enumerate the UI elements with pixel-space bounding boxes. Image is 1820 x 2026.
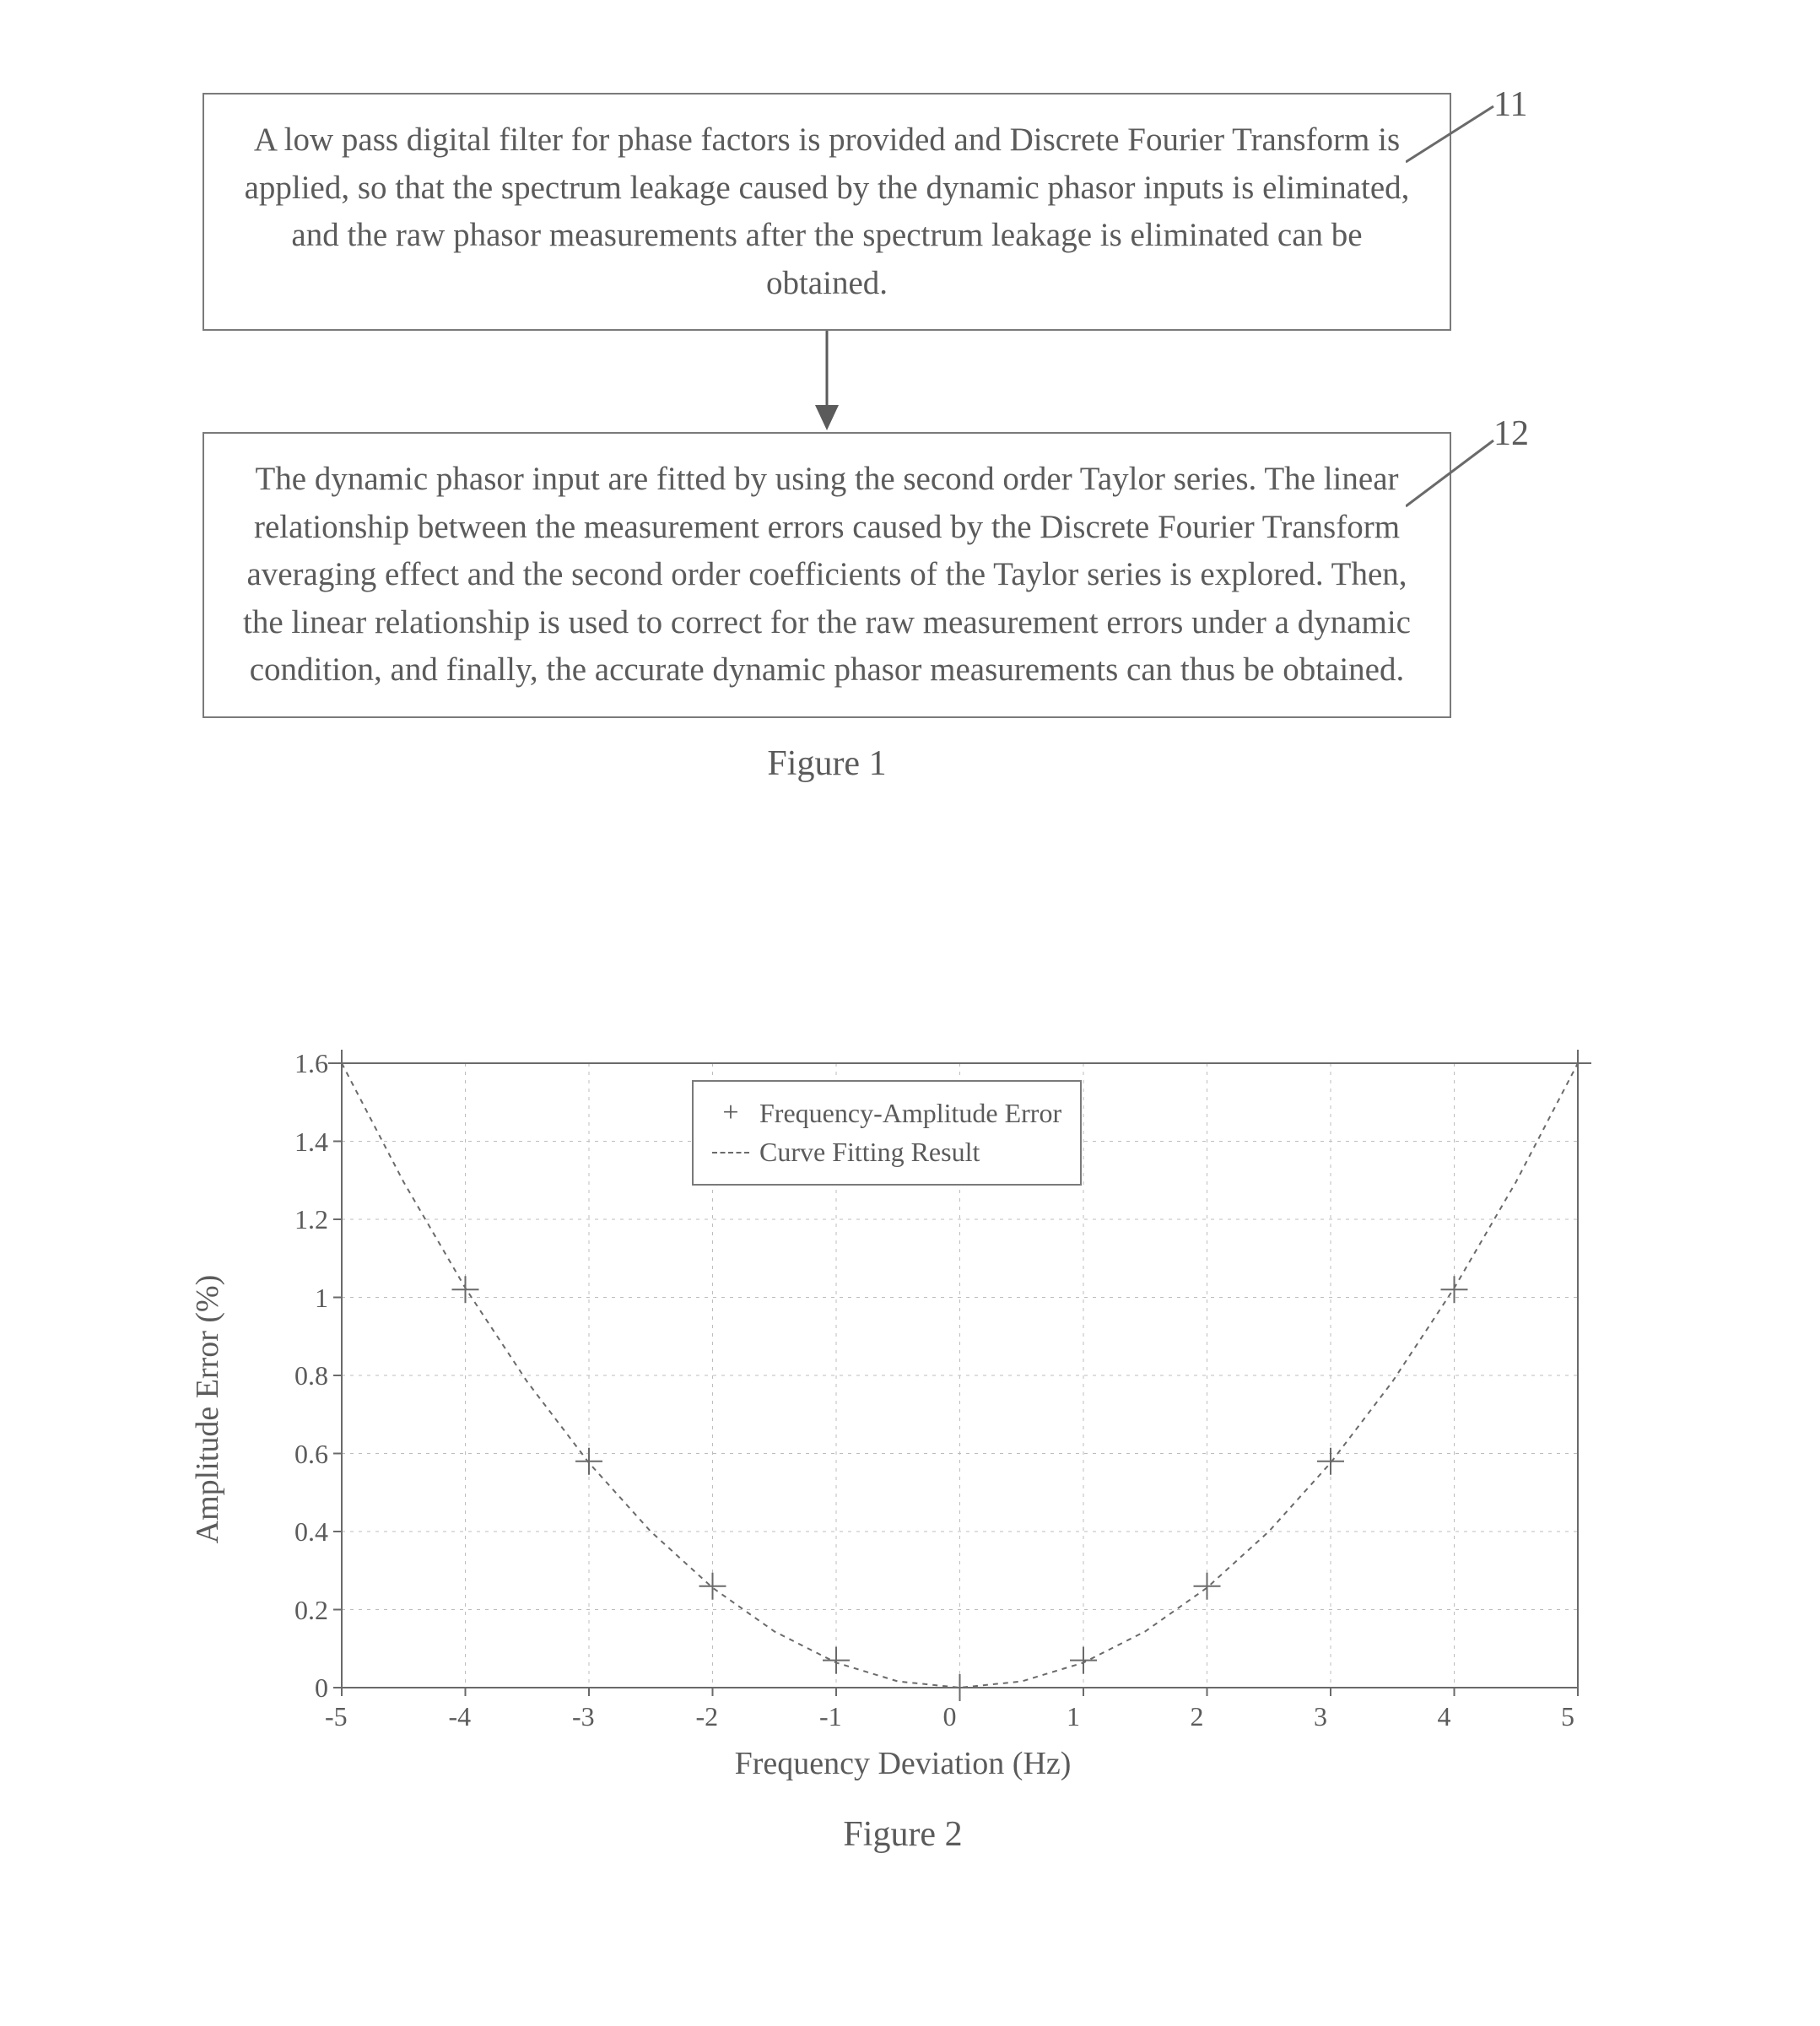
- flowchart-box-2-text: The dynamic phasor input are fitted by u…: [243, 461, 1411, 688]
- flowchart-arrow: [203, 331, 1451, 432]
- legend-label: Frequency-Amplitude Error: [759, 1094, 1061, 1132]
- xtick-label: -5: [325, 1701, 348, 1732]
- figure-2-caption: Figure 2: [169, 1814, 1637, 1855]
- chart-ylabel: Amplitude Error (%): [189, 1275, 226, 1544]
- xtick-label: 1: [1067, 1701, 1080, 1732]
- chart-xlabel: Frequency Deviation (Hz): [735, 1745, 1072, 1782]
- figure-1: A low pass digital filter for phase fact…: [203, 93, 1451, 784]
- legend-item: Curve Fitting Result: [712, 1132, 1061, 1171]
- ytick-label: 0: [315, 1672, 328, 1704]
- xtick-label: 3: [1314, 1701, 1327, 1732]
- plus-icon: +: [712, 1099, 749, 1127]
- xtick-label: -3: [572, 1701, 595, 1732]
- xtick-label: 2: [1191, 1701, 1204, 1732]
- callout-11: 11: [1493, 84, 1527, 125]
- ytick-label: 1.6: [294, 1048, 328, 1079]
- xtick-label: -4: [449, 1701, 472, 1732]
- ytick-label: 0.6: [294, 1439, 328, 1470]
- ytick-label: 1.4: [294, 1126, 328, 1158]
- flowchart-box-1-text: A low pass digital filter for phase fact…: [245, 122, 1410, 301]
- xtick-label: -2: [696, 1701, 719, 1732]
- xtick-label: 4: [1438, 1701, 1451, 1732]
- figure-2: Amplitude Error (%) Frequency Deviation …: [169, 1029, 1637, 1855]
- figure-1-caption: Figure 1: [203, 743, 1451, 784]
- xtick-label: 5: [1561, 1701, 1574, 1732]
- legend-label: Curve Fitting Result: [759, 1132, 980, 1171]
- flowchart-box-1: A low pass digital filter for phase fact…: [203, 93, 1451, 331]
- ytick-label: 0.8: [294, 1360, 328, 1391]
- callout-12: 12: [1493, 413, 1529, 454]
- ytick-label: 1: [315, 1283, 328, 1314]
- chart-area: Amplitude Error (%) Frequency Deviation …: [169, 1029, 1637, 1789]
- ytick-label: 0.4: [294, 1516, 328, 1548]
- ytick-label: 0.2: [294, 1595, 328, 1626]
- xtick-label: -1: [819, 1701, 842, 1732]
- xtick-label: 0: [943, 1701, 957, 1732]
- ytick-label: 1.2: [294, 1204, 328, 1235]
- chart-legend: + Frequency-Amplitude ErrorCurve Fitting …: [692, 1080, 1082, 1186]
- flowchart-box-2: The dynamic phasor input are fitted by u…: [203, 432, 1451, 718]
- legend-item: + Frequency-Amplitude Error: [712, 1094, 1061, 1132]
- dash-icon: [712, 1152, 749, 1153]
